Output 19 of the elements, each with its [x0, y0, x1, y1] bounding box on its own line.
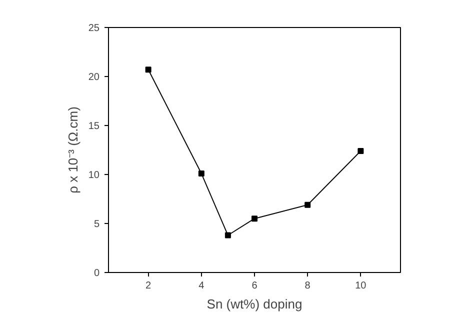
y-axis-title: ρ x 10⁻³ (Ω.cm): [65, 106, 80, 194]
point: [224, 232, 231, 238]
y-tick-label: 15: [88, 121, 100, 132]
y-tick-label: 5: [94, 219, 100, 230]
x-tick-label: 8: [304, 280, 311, 292]
x-axis-title: Sn (wt%) doping: [206, 296, 302, 312]
y-tick-label: 0: [94, 268, 100, 279]
x-tick-label: 6: [252, 280, 258, 292]
x-tick-label: 10: [355, 280, 367, 292]
point: [198, 170, 204, 177]
x-tick-label: 2: [146, 280, 152, 292]
point: [145, 66, 152, 73]
point: [252, 216, 258, 222]
y-tick-label: 10: [88, 170, 100, 181]
point: [358, 148, 364, 154]
y-tick-label: 20: [88, 72, 100, 83]
x-tick-label: 4: [198, 280, 205, 292]
point: [304, 202, 311, 208]
y-tick-label: 25: [88, 23, 100, 34]
